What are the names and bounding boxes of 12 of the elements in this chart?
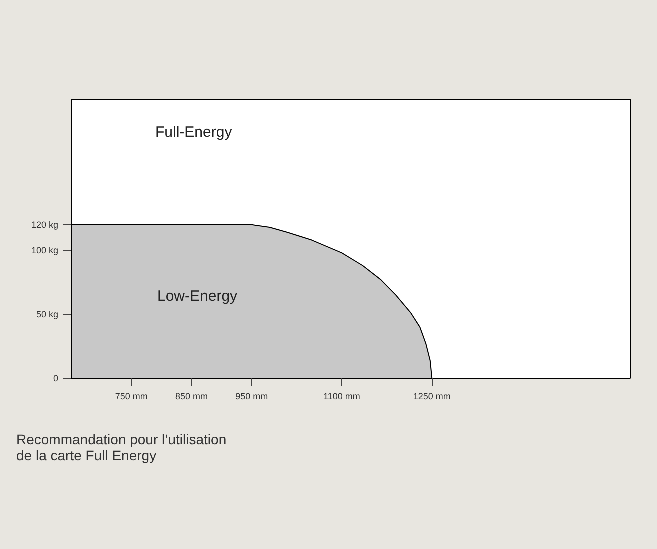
text: Recommandation pour l’utilisation de la carte Full Energy: [16, 432, 227, 464]
y-tick-label: 120 kg: [31, 220, 59, 230]
x-tick-label: 850 mm: [175, 392, 208, 402]
x-tick-label: 750 mm: [115, 392, 148, 402]
annotation: Full-Energy: [156, 124, 233, 141]
annotation: Low-Energy: [158, 288, 238, 305]
x-tick-label: 950 mm: [236, 392, 268, 402]
x-tick-label: 1250 mm: [413, 392, 451, 402]
y-tick-label: 100 kg: [31, 246, 59, 256]
y-tick-label: 50 kg: [36, 310, 59, 320]
x-tick-label: 1100 mm: [324, 392, 360, 402]
y-tick-label: 0: [53, 374, 59, 384]
